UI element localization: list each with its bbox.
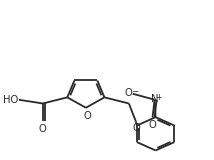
Text: −: − (131, 87, 138, 96)
Text: N: N (151, 94, 159, 104)
Text: O: O (149, 120, 156, 130)
Text: O: O (132, 123, 140, 133)
Text: O: O (39, 124, 47, 134)
Text: O: O (124, 88, 132, 98)
Text: HO: HO (3, 95, 18, 105)
Text: O: O (83, 111, 91, 121)
Text: +: + (155, 93, 162, 102)
